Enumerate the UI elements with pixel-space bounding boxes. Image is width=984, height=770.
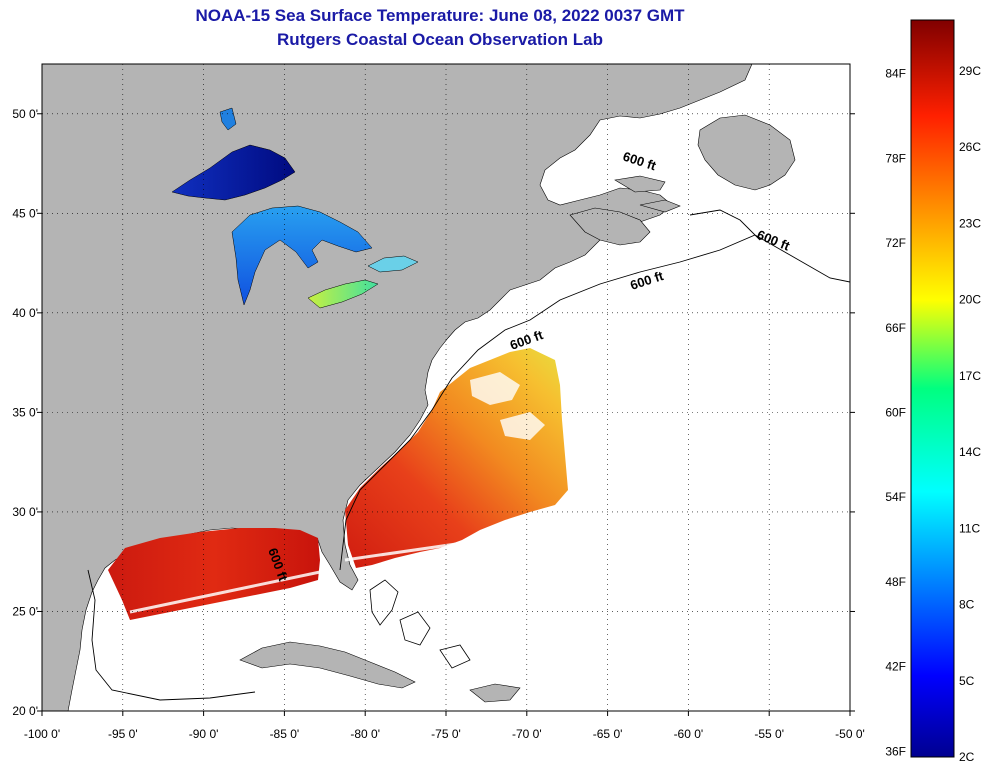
lake-ontario: [367, 255, 419, 273]
fahrenheit-label: 60F: [885, 406, 906, 420]
lon-tick-label: -55 0': [754, 727, 784, 741]
celsius-label: 2C: [959, 750, 975, 764]
lon-tick-label: -70 0': [512, 727, 542, 741]
lat-tick-label: 25 0': [12, 604, 38, 618]
map-title: NOAA-15 Sea Surface Temperature: June 08…: [195, 6, 685, 25]
celsius-labels: 29C 26C 23C 20C 17C 14C 11C 8C 5C 2C: [959, 64, 981, 764]
map-subtitle: Rutgers Coastal Ocean Observation Lab: [277, 30, 603, 49]
fahrenheit-labels: 84F 78F 72F 66F 60F 54F 48F 42F 36F: [885, 67, 906, 759]
bahamas-outline: [369, 579, 471, 669]
fahrenheit-label: 48F: [885, 575, 906, 589]
fahrenheit-label: 84F: [885, 67, 906, 81]
lon-tick-label: -85 0': [270, 727, 300, 741]
celsius-label: 29C: [959, 64, 981, 78]
lat-tick-label: 30 0': [12, 505, 38, 519]
fahrenheit-label: 36F: [885, 744, 906, 758]
lon-tick-label: -90 0': [189, 727, 219, 741]
lat-tick-label: 35 0': [12, 405, 38, 419]
isobath-600ft: [87, 209, 850, 701]
lake-superior: [171, 144, 296, 201]
celsius-label: 20C: [959, 293, 981, 307]
lon-tick-label: -80 0': [350, 727, 380, 741]
cloud-cover: [470, 372, 545, 440]
lat-tick-label: 45 0': [12, 206, 38, 220]
lake-erie: [307, 279, 379, 309]
fahrenheit-label: 66F: [885, 321, 906, 335]
nova-scotia-land: [569, 207, 651, 246]
longitude-axis: -100 0' -95 0' -90 0' -85 0' -80 0' -75 0' -70…: [24, 711, 865, 741]
anticosti-land: [614, 175, 666, 193]
gulf-sst-swath: [108, 528, 320, 620]
celsius-label: 8C: [959, 598, 975, 612]
hispaniola-land: [469, 683, 521, 703]
celsius-label: 17C: [959, 369, 981, 383]
lon-tick-label: -75 0': [431, 727, 461, 741]
lat-tick-label: 50 0': [12, 107, 38, 121]
newfoundland-land: [697, 114, 796, 191]
swath-data-gap: [129, 540, 471, 614]
fahrenheit-label: 72F: [885, 236, 906, 250]
celsius-label: 26C: [959, 140, 981, 154]
colorbar-gradient: [910, 19, 955, 758]
cuba-land: [239, 641, 416, 689]
latitude-axis: 20 0' 25 0' 30 0' 35 0' 40 0' 45 0' 50 0': [12, 107, 855, 718]
lat-tick-label: 40 0': [12, 306, 38, 320]
lat-tick-label: 20 0': [12, 704, 38, 718]
fahrenheit-label: 42F: [885, 660, 906, 674]
fahrenheit-label: 78F: [885, 151, 906, 165]
pei-land: [639, 199, 681, 213]
fahrenheit-label: 54F: [885, 490, 906, 504]
celsius-label: 14C: [959, 445, 981, 459]
lon-tick-label: -60 0': [674, 727, 704, 741]
lon-tick-label: -50 0': [835, 727, 865, 741]
celsius-label: 23C: [959, 216, 981, 230]
celsius-label: 11C: [959, 521, 980, 535]
lon-tick-label: -65 0': [593, 727, 623, 741]
atlantic-sst-swath: [345, 348, 568, 568]
celsius-label: 5C: [959, 674, 975, 688]
lake-michigan-huron: [231, 205, 373, 306]
lon-tick-label: -95 0': [108, 727, 138, 741]
lon-tick-label: -100 0': [24, 727, 60, 741]
